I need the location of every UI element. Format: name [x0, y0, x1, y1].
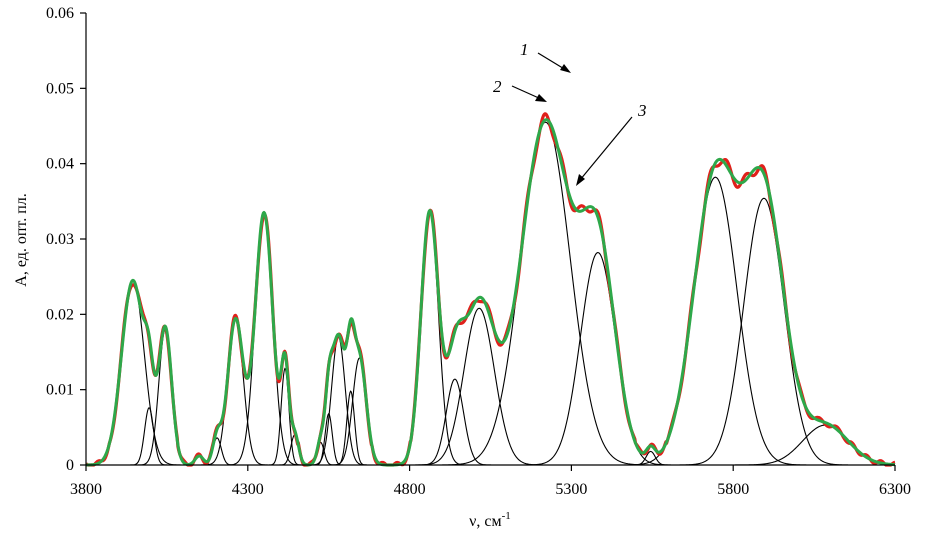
component-curve-18	[442, 121, 649, 466]
annotations: 1 2 3	[493, 40, 647, 186]
x-tick-label: 5300	[555, 481, 587, 498]
y-axis-title: A, ед. опт. пл.	[13, 193, 30, 286]
component-curve-2	[130, 407, 168, 466]
y-tick-label: 0	[66, 457, 74, 474]
annotation-3-arrowhead	[576, 174, 585, 186]
component-curve-17	[415, 307, 543, 466]
x-tick-label: 6300	[879, 481, 911, 498]
annotation-1-arrow	[537, 52, 567, 71]
y-tick-label: 0.06	[46, 5, 74, 22]
curve-2-sum	[85, 118, 896, 467]
component-curve-8	[268, 367, 302, 466]
annotation-1-arrowhead	[560, 64, 571, 73]
annotation-3-arrow	[579, 116, 633, 181]
component-curve-7	[227, 212, 301, 466]
x-tick-label: 4300	[232, 481, 264, 498]
component-curves	[85, 121, 895, 466]
x-tick-label: 4800	[394, 481, 426, 498]
annotation-3: 3	[576, 101, 647, 186]
component-curve-3	[138, 328, 193, 466]
x-tick-label: 3800	[70, 481, 102, 498]
tick-labels: 0 0.01 0.02 0.03 0.04 0.05 0.06 3800 4300 4800 530…	[46, 5, 911, 498]
x-tick-label: 5800	[717, 481, 749, 498]
curve-1-experimental	[84, 112, 896, 467]
annotation-1: 1	[520, 40, 571, 73]
component-curve-19	[524, 252, 671, 466]
y-tick-label: 0.05	[46, 80, 74, 97]
annotation-2-label: 2	[493, 77, 502, 96]
component-curve-14	[330, 357, 388, 466]
y-tick-label: 0.01	[46, 382, 74, 399]
component-curve-16	[418, 378, 492, 466]
component-curve-13	[334, 390, 367, 466]
annotation-3-label: 3	[637, 101, 647, 120]
y-tick-label: 0.04	[46, 156, 74, 173]
component-curve-15	[392, 212, 467, 466]
annotation-1-label: 1	[520, 40, 529, 59]
component-curve-1	[85, 279, 181, 466]
x-axis-title: ν, см-1	[469, 510, 511, 530]
annotation-2: 2	[493, 77, 547, 102]
y-tick-label: 0.03	[46, 231, 74, 248]
y-tick-label: 0.02	[46, 306, 74, 323]
component-curve-22	[679, 197, 848, 466]
axes	[80, 12, 896, 471]
annotation-2-arrow	[511, 85, 542, 100]
component-curve-21	[624, 176, 807, 466]
annotation-2-arrowhead	[535, 94, 547, 102]
